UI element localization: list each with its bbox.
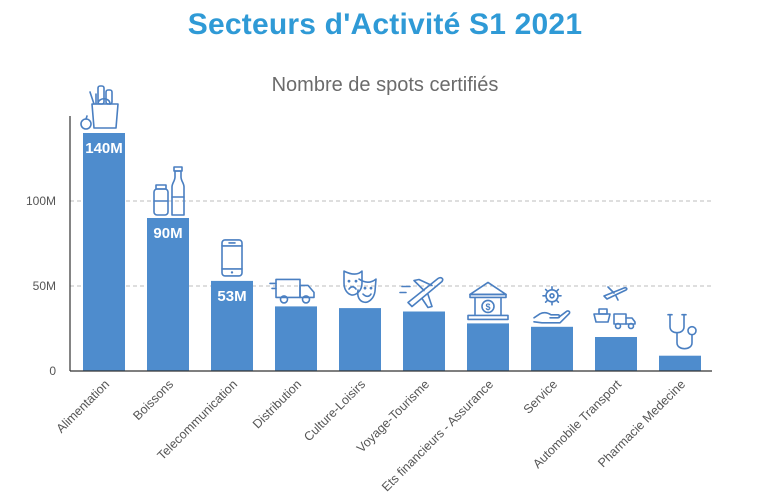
bar-6 [403,311,445,371]
airplane-icon [399,276,444,309]
svg-text:$: $ [485,302,490,312]
bar-7 [467,323,509,371]
data-label: 53M [217,288,246,305]
y-tick-label: 0 [49,364,56,378]
category-icons: $ [80,85,697,350]
bar-1 [83,133,125,371]
x-tick-label: Boissons [130,377,176,423]
bottles-icon [153,166,185,216]
x-tick-label: Service [521,377,560,416]
chart-subtitle: Nombre de spots certifiés [271,74,499,96]
bars [83,133,701,371]
y-tick-label: 100M [26,194,56,208]
delivery-truck-icon [269,278,315,304]
chart-title: Secteurs d'Activité S1 2021 [187,8,583,41]
x-tick-label: Distribution [250,377,304,431]
grocery-bag-icon [80,85,119,130]
data-label: 140M [85,140,123,157]
theater-masks-icon [343,270,377,304]
bar-3 [211,280,253,371]
axes [69,116,712,372]
y-tick-label: 50M [33,279,56,293]
bar-8 [531,326,573,371]
transport-icon [593,286,636,330]
bar-5 [339,308,381,371]
smartphone-icon [221,239,243,277]
x-tick-label: Alimentation [54,377,113,436]
bank-icon: $ [467,281,509,321]
stethoscope-icon [667,313,697,350]
data-label: 90M [153,225,182,242]
bar-4 [275,306,317,371]
bar-9 [595,337,637,371]
bar-2 [147,218,189,371]
x-tick-label: Culture-Loisirs [301,377,368,444]
x-tick-label: Ets financieurs - Assurance [379,377,496,494]
hand-gear-icon [533,285,571,324]
bar-10 [659,355,701,371]
